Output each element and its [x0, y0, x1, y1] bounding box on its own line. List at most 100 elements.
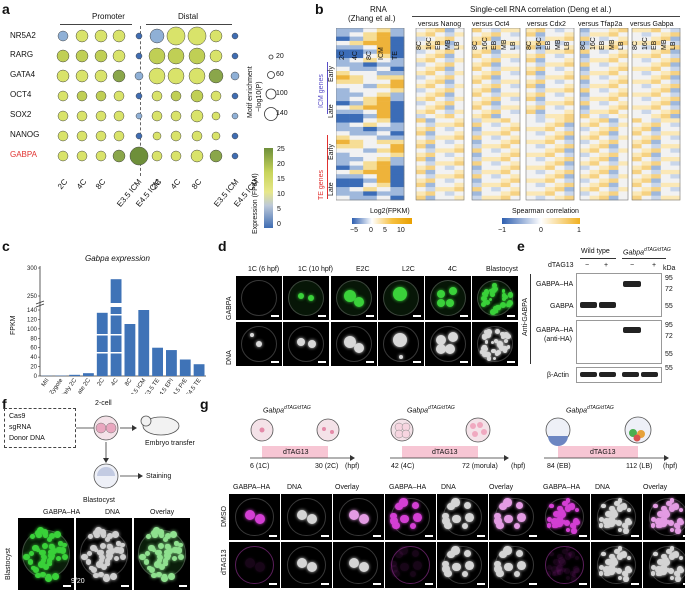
- heatmap-cell: [651, 101, 662, 106]
- heatmap-cell: [564, 169, 575, 175]
- heatmap-cell: [670, 88, 681, 93]
- heatmap-cell: [580, 45, 590, 50]
- rna-col-label: 8C: [366, 51, 373, 60]
- heatmap-cell: [651, 178, 662, 184]
- heatmap-cell: [545, 187, 556, 192]
- heatmap-cell: [500, 28, 511, 33]
- heatmap-cell: [660, 135, 671, 141]
- motif-dot: [95, 130, 107, 142]
- rna-col-label: TE: [392, 51, 399, 60]
- heatmap-cell: [580, 152, 590, 158]
- heatmap-cell: [349, 71, 364, 76]
- corr-col-label: 16C: [425, 37, 433, 50]
- heatmap-cell: [349, 40, 364, 46]
- heatmap-cell: [632, 79, 642, 85]
- heatmap-cell: [510, 92, 521, 98]
- heatmap-cell: [608, 139, 619, 145]
- heatmap-cell: [500, 101, 511, 106]
- heatmap-cell: [416, 174, 426, 179]
- heatmap-cell: [363, 139, 378, 145]
- heatmap-cell: [349, 53, 364, 59]
- heatmap-cell: [554, 178, 565, 184]
- heatmap-cell: [416, 118, 426, 123]
- row-label-sox2: SOX2: [10, 110, 32, 119]
- heatmap-cell: [376, 182, 391, 188]
- heatmap-cell: [545, 105, 556, 110]
- row-sub-early: Early: [328, 144, 335, 160]
- heatmap-cell: [564, 157, 575, 162]
- motif-dot: [231, 52, 239, 60]
- motif-dot: [152, 131, 162, 141]
- heatmap-cell: [545, 96, 556, 102]
- heatmap-cell: [618, 161, 629, 166]
- heatmap-cell: [589, 40, 600, 46]
- heatmap-cell: [472, 28, 482, 33]
- heatmap-cell: [580, 32, 590, 37]
- heatmap-cell: [660, 161, 671, 166]
- heatmap-cell: [599, 58, 610, 63]
- sc-title: Single-cell RNA correlation (Deng et al.…: [470, 5, 612, 14]
- heatmap-cell: [554, 109, 565, 115]
- row-label-oct4: OCT4: [10, 90, 32, 99]
- heatmap-cell: [651, 165, 662, 171]
- heatmap-cell: [425, 109, 436, 115]
- heatmap-cell: [660, 165, 671, 171]
- heatmap-cell: [660, 109, 671, 115]
- heatmap-cell: [472, 139, 482, 145]
- heatmap-cell: [580, 144, 590, 149]
- heatmap-cell: [589, 32, 600, 37]
- heatmap-cell: [608, 109, 619, 115]
- micrograph: [236, 322, 282, 366]
- heatmap-cell: [554, 40, 565, 46]
- heatmap-cell: [608, 49, 619, 55]
- heatmap-cell: [580, 28, 590, 33]
- heatmap-cell: [510, 49, 521, 55]
- heatmap-cell: [618, 101, 629, 106]
- heatmap-cell: [545, 157, 556, 162]
- heatmap-cell: [554, 83, 565, 89]
- heatmap-cell: [444, 105, 455, 110]
- bar: [69, 374, 80, 376]
- heatmap-cell: [435, 83, 446, 89]
- heatmap-cell: [454, 49, 465, 55]
- heatmap-cell: [500, 83, 511, 89]
- heatmap-cell: [472, 40, 482, 46]
- heatmap-cell: [526, 174, 536, 179]
- heatmap-cell: [491, 114, 502, 119]
- heatmap-cell: [376, 40, 391, 46]
- heatmap-cell: [545, 101, 556, 106]
- heatmap-cell: [545, 122, 556, 128]
- heatmap-cell: [491, 126, 502, 132]
- heatmap-cell: [589, 161, 600, 166]
- heatmap-cell: [618, 169, 629, 175]
- heatmap-cell: [363, 83, 378, 89]
- heatmap-cell: [632, 105, 642, 110]
- heatmap-cell: [363, 79, 378, 85]
- heatmap-cell: [535, 36, 546, 42]
- heatmap-cell: [632, 83, 642, 89]
- heatmap-cell: [580, 169, 590, 175]
- heatmap-cell: [545, 191, 556, 196]
- heatmap-cell: [454, 165, 465, 171]
- heatmap-cell: [526, 139, 536, 145]
- motif-dot: [210, 90, 222, 102]
- heatmap-cell: [472, 187, 482, 192]
- heatmap-cell: [660, 157, 671, 162]
- heatmap-cell: [670, 187, 681, 192]
- heatmap-cell: [363, 165, 378, 171]
- heatmap-cell: [660, 139, 671, 145]
- heatmap-cell: [670, 195, 681, 201]
- heatmap-cell: [641, 71, 652, 76]
- heatmap-cell: [589, 122, 600, 128]
- heatmap-cell: [472, 122, 482, 128]
- blot-1-band-label: GABPA–HA: [536, 281, 574, 288]
- corr-col-label: 8C: [526, 41, 533, 50]
- heatmap-cell: [363, 32, 378, 37]
- motif-dot: [95, 90, 107, 102]
- heatmap-cell: [444, 182, 455, 188]
- heatmap-cell: [491, 101, 502, 106]
- heatmap-cell: [580, 114, 590, 119]
- motif-dot: [76, 110, 88, 122]
- heatmap-cell: [444, 75, 455, 80]
- heatmap-cell: [481, 92, 492, 98]
